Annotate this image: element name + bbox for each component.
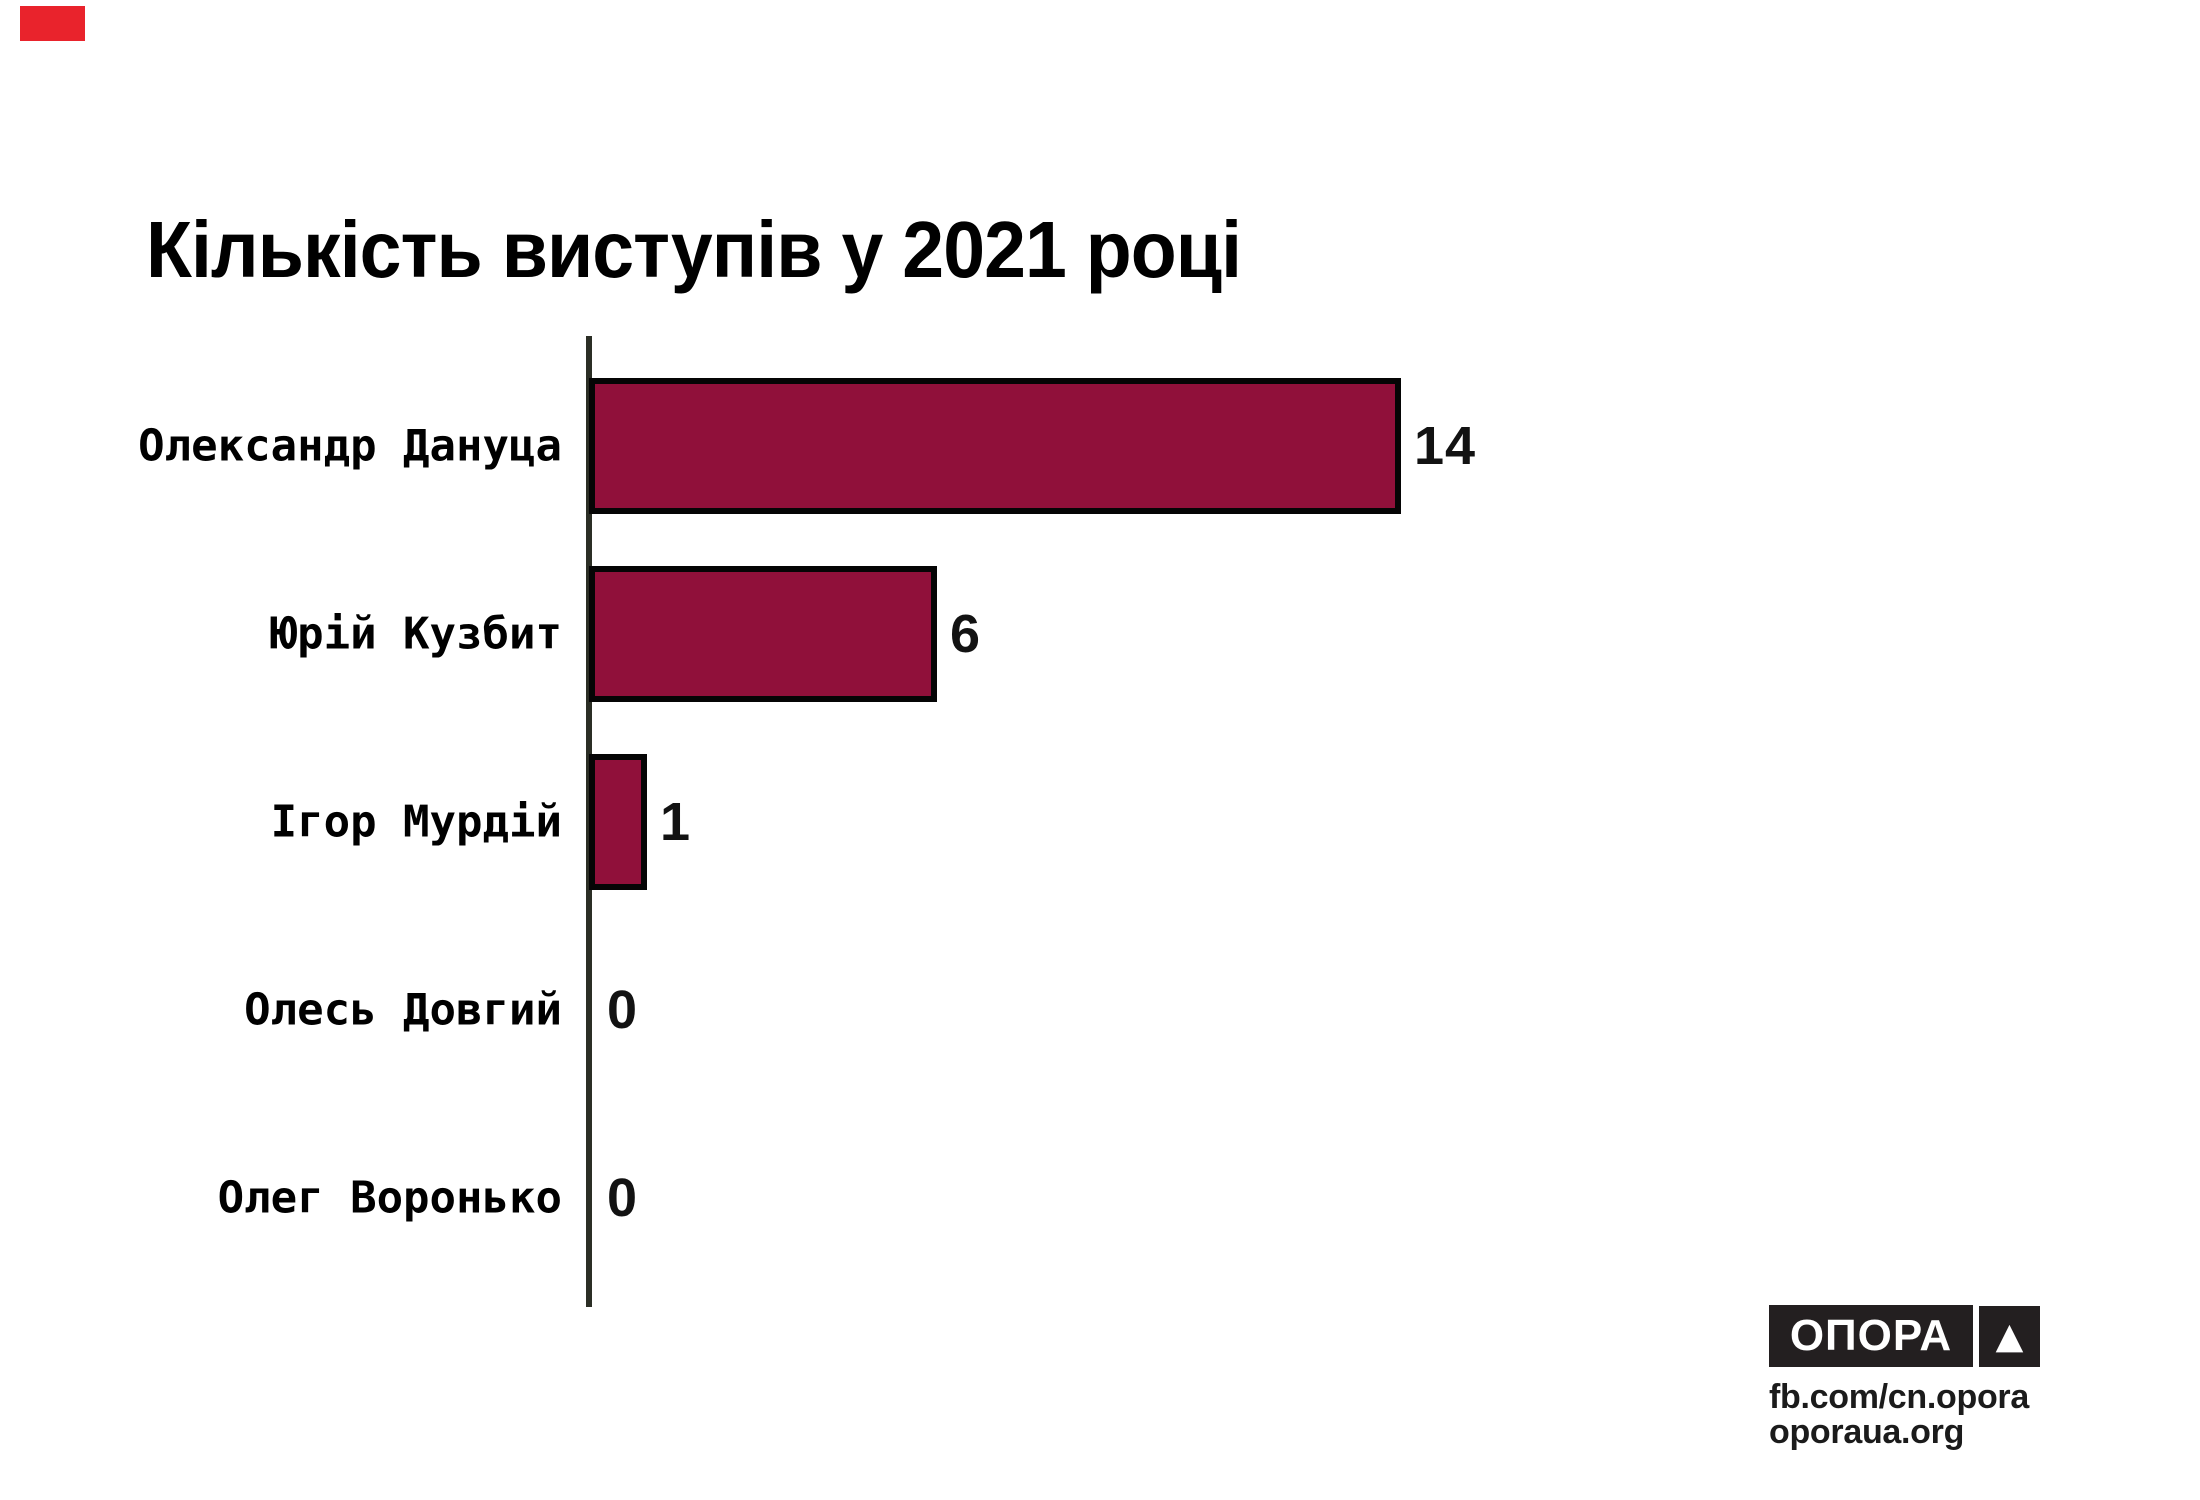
bar [589,754,647,890]
category-label: Ігор Мурдій [270,796,562,848]
value-label: 0 [607,980,639,1040]
chart-title: Кількість виступів у 2021 році [146,204,1242,294]
category-label: Юрій Кузбит [270,608,562,660]
value-label: 0 [607,1168,639,1228]
value-label: 14 [1414,416,1477,476]
bar [589,566,937,702]
category-label: Олександр Дануца [138,420,562,472]
opora-logo: ОПОРА [1769,1305,1973,1367]
opora-logo-text: ОПОРА [1789,1311,1953,1360]
bar [589,378,1401,514]
red-corner-mark [20,6,85,41]
facebook-url: fb.com/cn.opora [1769,1378,2029,1416]
value-label: 6 [950,604,982,664]
category-label: Олесь Довгий [244,984,562,1036]
opora-logo-square: ▲ [1979,1306,2040,1367]
value-label: 1 [660,792,692,852]
footer-links: fb.com/cn.opora oporaua.org [1769,1380,2029,1450]
website-url: oporaua.org [1769,1413,1965,1451]
category-label: Олег Воронько [217,1172,562,1224]
triangle-icon: ▲ [1995,1315,2024,1357]
